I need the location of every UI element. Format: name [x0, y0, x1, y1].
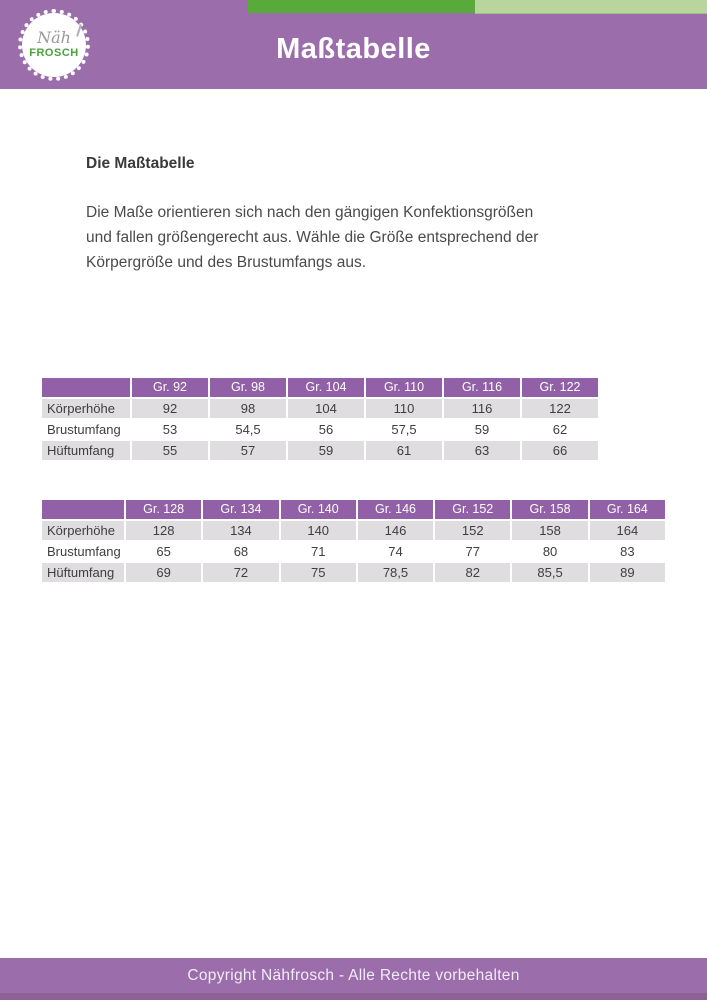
footer-copyright-text: Copyright Nähfrosch - Alle Rechte vorbeh… [187, 966, 520, 984]
cell-value: 92 [132, 399, 208, 418]
cell-value: 158 [512, 521, 588, 540]
cell-value: 77 [435, 542, 511, 561]
cell-value: 134 [203, 521, 279, 540]
column-header: Gr. 128 [126, 500, 202, 519]
cell-value: 78,5 [357, 563, 434, 582]
header-bar: Maßtabelle [0, 0, 707, 89]
column-header: Gr. 122 [522, 378, 598, 397]
row-label: Brustumfang [42, 420, 130, 439]
row-label: Hüftumfang [42, 563, 124, 582]
cell-value: 75 [280, 563, 356, 582]
column-header: Gr. 104 [288, 378, 364, 397]
header-accent-dark-green [248, 0, 475, 13]
size-table-128-164: Gr. 128 Gr. 134 Gr. 140 Gr. 146 Gr. 152 Gr. 1… [40, 498, 667, 584]
logo-brand-text: FROSCH [29, 47, 79, 59]
cell-value: 55 [132, 441, 208, 460]
cell-value: 59 [288, 441, 364, 460]
column-header: Gr. 110 [366, 378, 442, 397]
page-title: Maßtabelle [276, 33, 431, 65]
column-header: Gr. 140 [280, 500, 356, 519]
cell-value: 85,5 [512, 563, 588, 582]
cell-value: 98 [210, 399, 286, 418]
paragraph-line: Die Maße orientieren sich nach den gängi… [86, 204, 534, 221]
column-header: Gr. 116 [444, 378, 520, 397]
cell-value: 71 [280, 542, 356, 561]
cell-value: 56 [288, 420, 364, 439]
column-header [42, 500, 124, 519]
cell-value: 62 [522, 420, 598, 439]
row-label: Brustumfang [42, 542, 124, 561]
cell-value: 57 [210, 441, 286, 460]
cell-value: 53 [132, 420, 208, 439]
logo-script-text: Näh [37, 28, 71, 47]
column-header: Gr. 134 [203, 500, 279, 519]
cell-value: 164 [589, 521, 665, 540]
cell-value: 54,5 [210, 420, 286, 439]
intro-paragraph: Die Maße orientieren sich nach den gängi… [86, 200, 538, 275]
cell-value: 104 [288, 399, 364, 418]
row-label: Körperhöhe [42, 399, 130, 418]
cell-value: 59 [444, 420, 520, 439]
size-table-92-122: Gr. 92 Gr. 98 Gr. 104 Gr. 110 Gr. 116 Gr. 122… [40, 376, 600, 462]
cell-value: 69 [126, 563, 202, 582]
cell-value: 61 [366, 441, 442, 460]
paragraph-line: und fallen größengerecht aus. Wähle die … [86, 229, 539, 246]
cell-value: 128 [126, 521, 202, 540]
cell-value: 110 [366, 399, 442, 418]
cell-value: 140 [280, 521, 356, 540]
cell-value: 83 [589, 542, 665, 561]
column-header: Gr. 164 [589, 500, 665, 519]
paragraph-line: Körpergröße und des Brustumfangs aus. [86, 254, 367, 271]
cell-value: 122 [522, 399, 598, 418]
cell-value: 72 [203, 563, 279, 582]
column-header: Gr. 158 [512, 500, 588, 519]
footer-bottom-strip [0, 993, 707, 1000]
cell-value: 152 [435, 521, 511, 540]
naehfrosch-logo: Näh FROSCH [18, 9, 90, 81]
cell-value: 89 [589, 563, 665, 582]
cell-value: 74 [357, 542, 434, 561]
cell-value: 80 [512, 542, 588, 561]
row-label: Körperhöhe [42, 521, 124, 540]
header-accent-light-green [475, 0, 707, 14]
row-label: Hüftumfang [42, 441, 130, 460]
cell-value: 146 [357, 521, 434, 540]
cell-value: 82 [435, 563, 511, 582]
cell-value: 63 [444, 441, 520, 460]
cell-value: 66 [522, 441, 598, 460]
column-header: Gr. 98 [210, 378, 286, 397]
section-heading: Die Maßtabelle [86, 155, 195, 172]
column-header: Gr. 92 [132, 378, 208, 397]
cell-value: 57,5 [366, 420, 442, 439]
footer-bar: Copyright Nähfrosch - Alle Rechte vorbeh… [0, 958, 707, 993]
cell-value: 116 [444, 399, 520, 418]
column-header: Gr. 152 [435, 500, 511, 519]
column-header: Gr. 146 [357, 500, 434, 519]
cell-value: 68 [203, 542, 279, 561]
cell-value: 65 [126, 542, 202, 561]
column-header [42, 378, 130, 397]
